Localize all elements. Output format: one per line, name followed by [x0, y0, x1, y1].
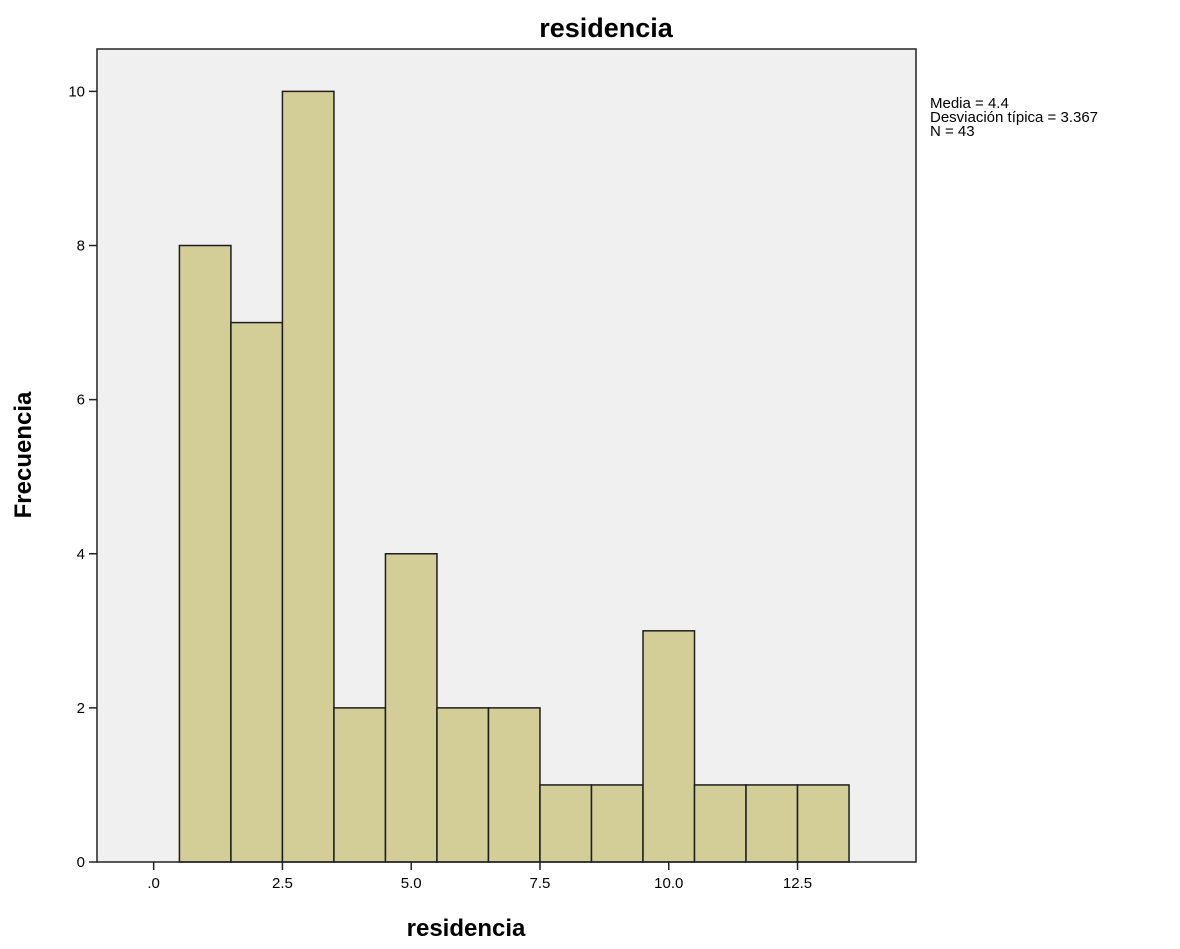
x-tick-label: 7.5 — [530, 875, 551, 892]
bar-6 — [436, 707, 490, 863]
x-tick-label: 5.0 — [401, 875, 422, 892]
bar-8 — [539, 784, 593, 863]
y-tick-label: 0 — [77, 854, 85, 871]
bar-13 — [796, 784, 850, 863]
y-tick-label: 8 — [77, 238, 85, 255]
x-tick-label: .0 — [147, 875, 160, 892]
plot-frame — [96, 48, 917, 863]
bar-4 — [333, 707, 387, 863]
bar-11 — [693, 784, 747, 863]
bars-group — [178, 90, 850, 863]
bar-7 — [487, 707, 541, 863]
bar-12 — [745, 784, 799, 863]
bar-2 — [230, 321, 284, 863]
bar-1 — [178, 244, 232, 863]
x-axis-label: residencia — [407, 915, 526, 942]
stat-line: Media = 4.4 — [930, 95, 1009, 112]
x-tick-label: 2.5 — [272, 875, 293, 892]
y-tick-label: 6 — [77, 392, 85, 409]
bar-3 — [281, 90, 335, 863]
bar-5 — [384, 553, 438, 863]
bar-10 — [642, 630, 696, 863]
bar-9 — [590, 784, 644, 863]
y-tick-label: 10 — [68, 83, 85, 100]
x-tick-label: 10.0 — [654, 875, 683, 892]
stat-line: Desviación típica = 3.367 — [930, 109, 1098, 126]
x-axis: .0 2.5 5.0 7.5 10.0 12.5 — [147, 862, 812, 892]
stat-line: N = 43 — [930, 123, 975, 140]
y-tick-label: 4 — [77, 546, 85, 563]
chart-title: residencia — [539, 13, 674, 43]
y-axis: 0 2 4 6 8 10 — [68, 83, 97, 871]
y-tick-label: 2 — [77, 700, 85, 717]
y-axis-label: Frecuencia — [10, 391, 37, 518]
x-tick-label: 12.5 — [783, 875, 812, 892]
